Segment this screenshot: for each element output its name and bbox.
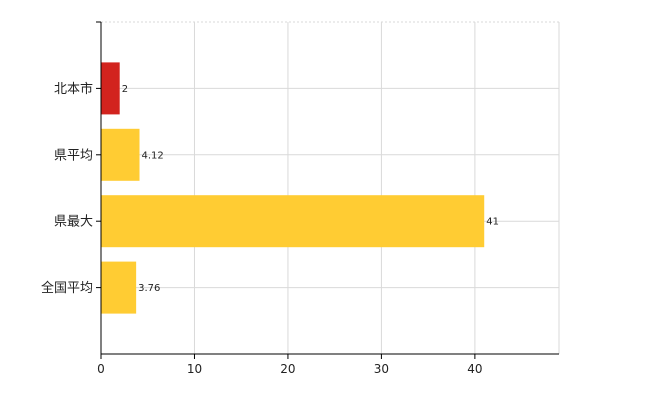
x-tick-label-20: 20 bbox=[280, 362, 295, 376]
axis-layer bbox=[96, 21, 559, 359]
y-tick-label-1: 北本市 bbox=[54, 81, 93, 97]
bar-1 bbox=[101, 62, 120, 115]
x-tick-label-10: 10 bbox=[187, 362, 202, 376]
bar-layer bbox=[101, 62, 485, 314]
y-tick-label-4: 全国平均 bbox=[41, 280, 93, 296]
bar-2 bbox=[101, 128, 140, 181]
data-label-1: 2 bbox=[122, 84, 128, 95]
grid-layer bbox=[101, 21, 560, 354]
data-label-3: 41 bbox=[486, 217, 499, 228]
data-label-2: 4.12 bbox=[142, 150, 164, 161]
bar-3 bbox=[101, 195, 485, 248]
x-tick-label-40: 40 bbox=[467, 362, 482, 376]
y-tick-label-3: 県最大 bbox=[54, 215, 93, 230]
x-tick-label-0: 0 bbox=[97, 362, 105, 376]
data-label-4: 3.76 bbox=[138, 283, 160, 294]
y-tick-label-2: 県平均 bbox=[54, 148, 93, 163]
x-tick-label-30: 30 bbox=[374, 362, 389, 376]
bar-4 bbox=[101, 261, 137, 314]
